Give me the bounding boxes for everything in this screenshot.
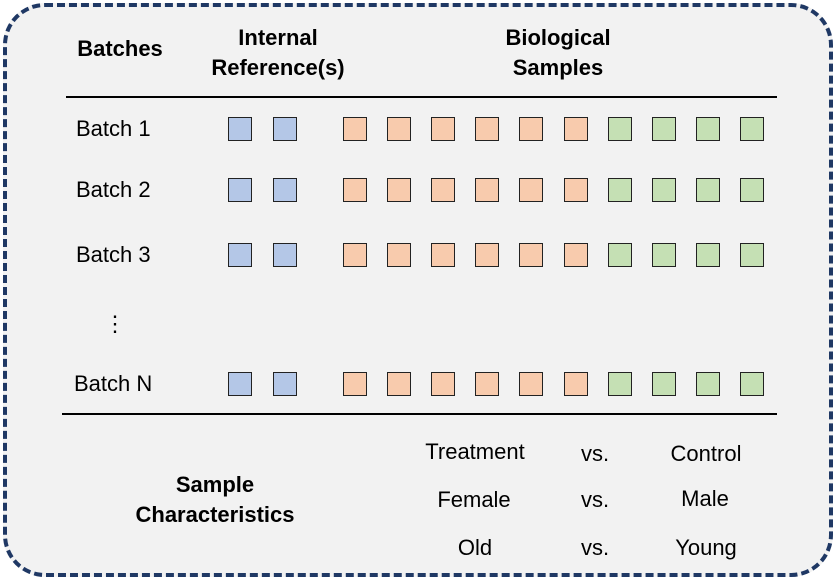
control-sample-square [608, 117, 632, 141]
batch-label: Batch 3 [76, 242, 151, 267]
char-left-3: Old [457, 535, 493, 560]
sample-characteristics-title: Sample Characteristics [100, 470, 330, 530]
treatment-sample-square [475, 372, 499, 396]
treatment-sample-square [475, 178, 499, 202]
reference-sample-square [228, 178, 252, 202]
control-sample-square [696, 243, 720, 267]
vertical-ellipsis: ⋮ [104, 311, 126, 336]
treatment-sample-square [475, 243, 499, 267]
control-sample-square [652, 117, 676, 141]
treatment-sample-square [343, 178, 367, 202]
control-sample-square [652, 372, 676, 396]
control-sample-square [740, 178, 764, 202]
treatment-sample-square [564, 117, 588, 141]
reference-sample-square [273, 117, 297, 141]
header-internal-line2: Reference(s) [211, 55, 345, 80]
char-vs-1: vs. [580, 441, 610, 466]
control-sample-square [608, 243, 632, 267]
reference-sample-square [228, 243, 252, 267]
treatment-sample-square [475, 117, 499, 141]
control-sample-square [608, 178, 632, 202]
char-right-1: Control [670, 441, 742, 466]
treatment-sample-square [564, 178, 588, 202]
treatment-sample-square [343, 243, 367, 267]
control-sample-square [696, 372, 720, 396]
treatment-sample-square [387, 117, 411, 141]
treatment-sample-square [343, 372, 367, 396]
control-sample-square [608, 372, 632, 396]
diagram-frame [3, 3, 833, 577]
treatment-sample-square [519, 243, 543, 267]
treatment-sample-square [519, 372, 543, 396]
reference-sample-square [273, 372, 297, 396]
treatment-sample-square [387, 243, 411, 267]
header-internal-line1: Internal [238, 25, 318, 50]
sample-characteristics-line1: Sample [175, 472, 255, 497]
reference-sample-square [273, 178, 297, 202]
control-sample-square [696, 117, 720, 141]
batch-label: Batch 2 [76, 177, 151, 202]
char-right-3: Young [675, 535, 737, 560]
bottom-rule [62, 413, 777, 415]
reference-sample-square [273, 243, 297, 267]
char-left-2: Female [437, 487, 511, 512]
char-right-2: Male [681, 486, 729, 511]
control-sample-square [740, 372, 764, 396]
header-batches: Batches [77, 36, 163, 61]
treatment-sample-square [564, 243, 588, 267]
treatment-sample-square [431, 243, 455, 267]
treatment-sample-square [519, 117, 543, 141]
sample-characteristics-line2: Characteristics [135, 502, 295, 527]
header-internal-references: Internal Reference(s) [188, 23, 368, 83]
batch-label: Batch N [74, 371, 153, 396]
treatment-sample-square [519, 178, 543, 202]
treatment-sample-square [387, 372, 411, 396]
batch-label: Batch 1 [76, 116, 151, 141]
header-biological-samples: Biological Samples [468, 23, 648, 83]
reference-sample-square [228, 117, 252, 141]
control-sample-square [652, 178, 676, 202]
control-sample-square [740, 243, 764, 267]
treatment-sample-square [431, 372, 455, 396]
treatment-sample-square [431, 117, 455, 141]
treatment-sample-square [431, 178, 455, 202]
control-sample-square [740, 117, 764, 141]
header-bio-line1: Biological [505, 25, 611, 50]
char-vs-2: vs. [580, 487, 610, 512]
control-sample-square [652, 243, 676, 267]
control-sample-square [696, 178, 720, 202]
header-bio-line2: Samples [512, 55, 604, 80]
treatment-sample-square [387, 178, 411, 202]
treatment-sample-square [564, 372, 588, 396]
top-rule [66, 96, 777, 98]
reference-sample-square [228, 372, 252, 396]
char-vs-3: vs. [580, 535, 610, 560]
char-left-1: Treatment [425, 439, 525, 464]
treatment-sample-square [343, 117, 367, 141]
